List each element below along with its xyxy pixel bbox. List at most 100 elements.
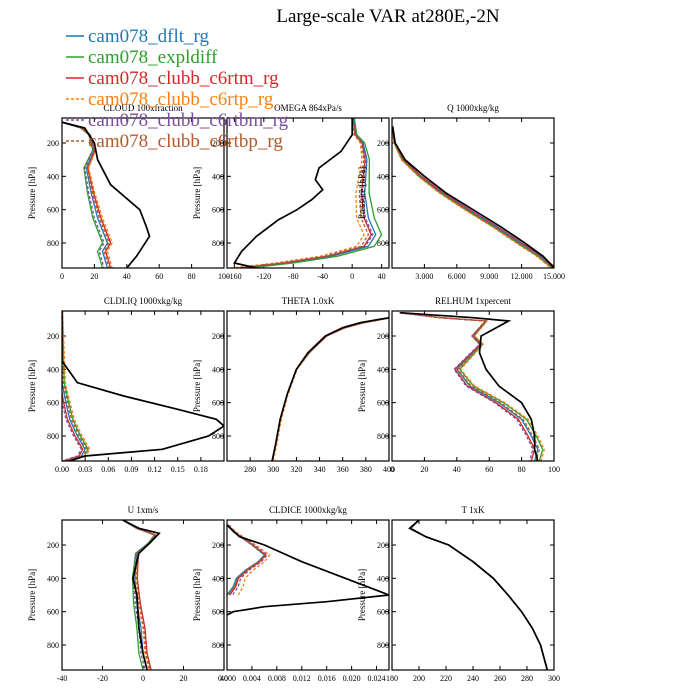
series-cam078_clubb_c6rtbp_rg	[122, 520, 157, 670]
x-tick-label: 0.008	[268, 674, 286, 683]
x-tick-label: 0	[60, 272, 64, 281]
plot-frame	[391, 519, 555, 671]
series-cam078_clubb_c6rtm_rg	[62, 311, 84, 461]
y-tick-label: 400	[377, 365, 389, 374]
x-tick-label: 6.000	[448, 272, 466, 281]
x-tick-label: -160	[227, 272, 242, 281]
x-tick-label: 0.000	[218, 674, 236, 683]
legend-item: cam078_dflt_rg	[66, 26, 210, 47]
series-cam078_clubb_c6rtbp_rg	[62, 121, 110, 268]
y-tick-label: 800	[212, 641, 224, 650]
y-tick-label: 400	[212, 574, 224, 583]
legend-label: cam078_clubb_c6rtm_rg	[88, 68, 279, 89]
x-tick-label: 300	[548, 674, 560, 683]
x-tick-label: 0.12	[148, 465, 162, 474]
series-lines	[399, 311, 545, 461]
panel-title: CLDLIQ 1000xkg/kg	[104, 296, 183, 306]
x-tick-label: 200	[413, 674, 425, 683]
y-tick-label: 200	[47, 541, 59, 550]
x-tick-label: 0.09	[124, 465, 138, 474]
series-reference	[62, 311, 224, 461]
x-tick-label: -120	[256, 272, 271, 281]
x-tick-label: 15.000	[543, 272, 565, 281]
plot-frame	[391, 117, 555, 269]
y-tick-label: 200	[47, 139, 59, 148]
y-axis-label: Pressure [hPa]	[27, 360, 37, 412]
series-cam078_clubb_c6rtp_rg	[272, 317, 389, 461]
y-tick-label: 200	[377, 332, 389, 341]
series-lines	[227, 524, 389, 616]
y-axis-label: Pressure [hPa]	[192, 569, 202, 621]
panel-title: U 1xm/s	[128, 505, 159, 515]
panel-4: CLDLIQ 1000xkg/kg Pressure [hPa] 200 400 600…	[27, 296, 225, 474]
series-reference	[227, 524, 389, 616]
y-tick-label: 800	[47, 239, 59, 248]
y-tick-label: 200	[212, 541, 224, 550]
y-tick-label: 600	[212, 206, 224, 215]
x-tick-label: 40	[378, 272, 386, 281]
figure-title: Large-scale VAR at280E,-2N	[276, 6, 499, 27]
x-tick-label: 20	[180, 674, 188, 683]
series-cam078_clubb_c6rtbp_rg	[62, 311, 88, 461]
x-tick-label: 3.000	[415, 272, 433, 281]
y-axis-label: Pressure [hPa]	[357, 360, 367, 412]
y-tick-label: 600	[377, 206, 389, 215]
y-tick-label: 200	[212, 332, 224, 341]
x-tick-label: -20	[97, 674, 108, 683]
series-lines	[392, 126, 554, 268]
y-tick-label: 600	[212, 608, 224, 617]
x-tick-label: 180	[386, 674, 398, 683]
x-tick-label: 300	[267, 465, 279, 474]
x-tick-label: 0.03	[78, 465, 92, 474]
y-axis-label: Pressure [hPa]	[357, 167, 367, 219]
y-tick-label: 200	[212, 139, 224, 148]
panel-title: THETA 1.0xK	[282, 296, 335, 306]
series-reference	[400, 311, 539, 461]
x-tick-label: 0.020	[343, 674, 361, 683]
legend-label: cam078_clubb_c6rtp_rg	[88, 89, 274, 110]
y-tick-label: 600	[377, 608, 389, 617]
panel-title: RELHUM 1xpercent	[435, 296, 511, 306]
x-tick-label: 40	[453, 465, 461, 474]
x-tick-label: 20	[90, 272, 98, 281]
series-cam078_clubb_c6rtm_rg	[409, 520, 548, 670]
series-cam078_clubb_c6rtp_rg	[228, 524, 271, 596]
legend-item: cam078_clubb_c6rtbm_rg	[66, 110, 289, 131]
series-cam078_clubb_c6rtp_rg	[392, 126, 552, 268]
panel-9: T 1xK Pressure [hPa] 200 400 600 800 180 200 220…	[357, 505, 560, 683]
x-tick-label: 60	[155, 272, 163, 281]
series-reference	[233, 118, 354, 268]
x-tick-label: 320	[290, 465, 302, 474]
x-tick-label: 0.012	[293, 674, 311, 683]
plot-frame	[61, 310, 225, 462]
y-tick-label: 400	[377, 172, 389, 181]
legend-item: cam078_clubb_c6rtm_rg	[66, 68, 279, 89]
y-tick-label: 600	[212, 399, 224, 408]
y-tick-label: 600	[47, 399, 59, 408]
series-cam078_clubb_c6rtbm_rg	[399, 312, 534, 461]
y-tick-label: 200	[377, 139, 389, 148]
series-cam078_dflt_rg	[227, 524, 266, 596]
x-tick-label: 220	[440, 674, 452, 683]
x-tick-label: 360	[337, 465, 349, 474]
x-tick-label: 260	[494, 674, 506, 683]
x-tick-label: 0	[141, 674, 145, 683]
x-tick-label: 0.00	[55, 465, 69, 474]
legend-label: cam078_dflt_rg	[88, 26, 210, 47]
legend-item: cam078_clubb_c6rtbp_rg	[66, 131, 283, 152]
y-axis-label: Pressure [hPa]	[192, 167, 202, 219]
series-lines	[121, 520, 161, 670]
series-cam078_clubb_c6rtp_rg	[409, 520, 548, 670]
series-reference	[62, 121, 151, 268]
legend-item: cam078_expldiff	[66, 47, 218, 68]
panel-title: T 1xK	[461, 505, 485, 515]
series-cam078_expldiff	[409, 520, 548, 670]
y-tick-label: 800	[47, 641, 59, 650]
x-tick-label: 0.004	[243, 674, 261, 683]
y-axis-label: Pressure [hPa]	[357, 569, 367, 621]
series-cam078_dflt_rg	[409, 520, 548, 670]
y-tick-label: 400	[47, 172, 59, 181]
plot-frame	[391, 310, 555, 462]
x-tick-label: 80	[188, 272, 196, 281]
